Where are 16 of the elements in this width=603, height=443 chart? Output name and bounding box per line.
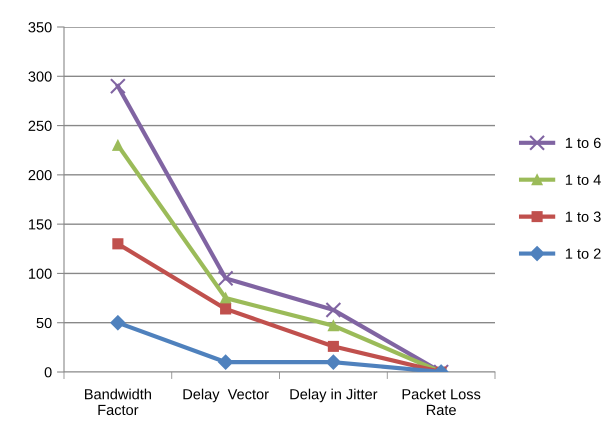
y-tick-label: 200	[28, 170, 52, 180]
legend-label: 1 to 6	[566, 138, 601, 148]
y-tick-label: 0	[44, 367, 52, 378]
x-tick-label: Bandwidth Factor	[85, 388, 151, 416]
y-tick-label: 150	[28, 219, 52, 230]
y-tick-label: 350	[28, 22, 52, 32]
x-tick-label: Delay Vector	[183, 388, 269, 402]
legend-label: 1 to 3	[566, 212, 601, 222]
y-tick-label: 300	[28, 71, 52, 82]
y-tick-label: 50	[36, 318, 52, 328]
legend-label: 1 to 2	[566, 248, 601, 259]
legend-label: 1 to 4	[566, 174, 601, 185]
y-tick-label: 250	[28, 120, 52, 131]
y-tick-label: 100	[28, 268, 52, 279]
x-tick-label: Packet Loss Rate	[402, 388, 480, 416]
x-tick-label: Delay in Jitter	[290, 388, 378, 402]
